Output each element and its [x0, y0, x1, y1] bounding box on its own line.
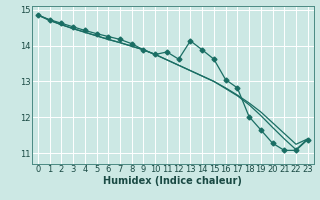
X-axis label: Humidex (Indice chaleur): Humidex (Indice chaleur)	[103, 176, 242, 186]
